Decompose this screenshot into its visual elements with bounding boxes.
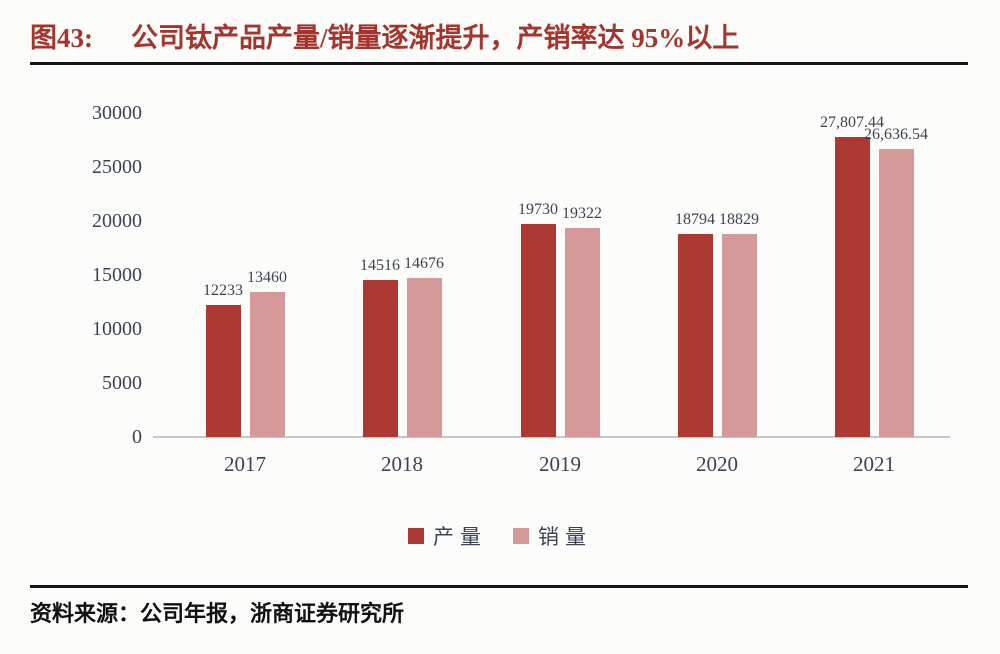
y-axis-tick-label: 5000 [102, 372, 142, 394]
x-axis-tick-label-2018: 2018 [381, 452, 423, 476]
bottom-divider-rule [30, 585, 968, 588]
y-axis-tick-label: 10000 [92, 318, 142, 340]
bar-销量-2019 [564, 228, 600, 437]
legend-item-产量: 产量 [408, 521, 487, 551]
bar-销量-2017 [249, 291, 285, 437]
legend-swatch-icon [513, 528, 529, 544]
x-axis-tick-label-2021: 2021 [853, 452, 895, 476]
legend-swatch-icon [408, 528, 424, 544]
bar-value-label-产量-2021: 27,807.44 [820, 113, 884, 131]
top-divider-rule [30, 62, 968, 65]
bar-value-label-销量-2020: 18829 [719, 210, 759, 228]
legend-item-销量: 销量 [513, 521, 592, 551]
x-axis-line [153, 436, 950, 438]
bar-产量-2020 [677, 234, 713, 437]
bar-产量-2017 [205, 304, 241, 437]
y-axis-tick-label: 30000 [92, 102, 142, 124]
bar-value-label-产量-2017: 12233 [203, 281, 243, 299]
figure-number-label: 图43: [30, 23, 93, 53]
x-axis-tick-label-2020: 2020 [696, 452, 738, 476]
bar-销量-2021 [878, 149, 914, 437]
bar-value-label-销量-2019: 19322 [562, 205, 602, 223]
data-source-text: 资料来源：公司年报，浙商证券研究所 [30, 601, 405, 626]
bar-value-label-产量-2019: 19730 [518, 200, 558, 218]
bar-value-label-销量-2017: 13460 [247, 268, 287, 286]
x-axis-tick-label-2019: 2019 [539, 452, 581, 476]
x-axis-tick-label-2017: 2017 [224, 452, 266, 476]
figure-title: 公司钛产品产量/销量逐渐提升，产销率达 95%以上 [131, 23, 740, 53]
y-axis-tick-label: 25000 [92, 156, 142, 178]
bar-产量-2019 [520, 223, 556, 437]
y-axis-tick-label: 15000 [92, 264, 142, 286]
bar-产量-2018 [362, 280, 398, 437]
legend-label: 销量 [538, 525, 592, 549]
bar-value-label-产量-2020: 18794 [675, 211, 715, 229]
bar-chart-plot-area: 0 5000 10000 15000 20000 25000 30000 12233 13460… [92, 102, 950, 476]
figure-title-row: 图43: 公司钛产品产量/销量逐渐提升，产销率达 95%以上 [30, 16, 970, 55]
chart-legend: 产量 销量 [0, 521, 1000, 551]
bar-value-label-产量-2018: 14516 [360, 257, 400, 275]
y-axis-tick-label: 20000 [92, 210, 142, 232]
bar-销量-2018 [406, 278, 442, 437]
bar-value-label-销量-2021: 26,636.54 [864, 126, 928, 144]
bar-销量-2020 [721, 233, 757, 437]
legend-label: 产量 [433, 525, 487, 549]
bar-value-label-销量-2018: 14676 [404, 255, 444, 273]
y-axis-tick-label: 0 [132, 426, 142, 448]
bar-产量-2021 [834, 136, 870, 437]
